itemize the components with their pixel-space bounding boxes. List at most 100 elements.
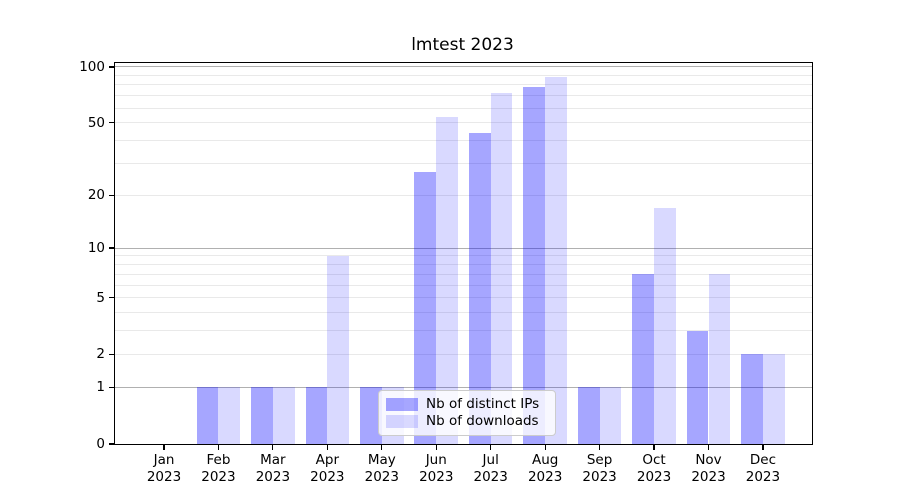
x-tick-label-month: May [367, 452, 396, 468]
gridline-minor [114, 284, 812, 286]
bar-nb-of-distinct-ips-nov [686, 330, 709, 444]
bar-nb-of-distinct-ips-jul [468, 133, 491, 444]
y-tick-mark [108, 386, 114, 388]
x-tick-label-month: Jul [482, 452, 499, 468]
bar-nb-of-downloads-feb [218, 387, 241, 444]
legend-swatch-downloads [386, 415, 418, 428]
gridline-minor [114, 312, 812, 313]
bar-nb-of-distinct-ips-dec [741, 354, 763, 444]
legend: Nb of distinct IPs Nb of downloads [378, 390, 556, 436]
bar-nb-of-downloads-apr [327, 255, 350, 444]
x-tick-mark [490, 445, 492, 450]
x-tick-mark [707, 445, 710, 450]
bar-nb-of-downloads-aug [545, 77, 567, 444]
x-tick-mark [326, 445, 328, 450]
gridline-major [114, 66, 812, 68]
x-tick-label-year: 2023 [419, 469, 454, 485]
gridline-minor [114, 353, 812, 355]
bar-nb-of-distinct-ips-aug [523, 87, 546, 444]
x-tick-label-year: 2023 [201, 469, 236, 485]
gridline-major [114, 247, 812, 249]
gridline-minor [114, 95, 812, 97]
legend-item-distinct-ips: Nb of distinct IPs [386, 396, 545, 413]
x-tick-mark [544, 445, 546, 450]
x-tick-label-year: 2023 [745, 469, 781, 485]
bar-nb-of-distinct-ips-may [360, 387, 382, 444]
x-tick-mark [381, 445, 383, 450]
chart-title: lmtest 2023 [411, 35, 514, 55]
legend-item-downloads: Nb of downloads [386, 413, 545, 430]
x-tick-label-month: Jan [153, 452, 175, 468]
gridline-major [114, 386, 812, 388]
y-tick-mark [108, 443, 114, 445]
bar-nb-of-downloads-nov [708, 274, 731, 444]
x-tick-label-month: Nov [695, 452, 722, 468]
gridline-minor [114, 263, 812, 265]
bar-nb-of-distinct-ips-feb [196, 387, 219, 444]
x-tick-label-month: Apr [315, 452, 340, 468]
y-tick-label: 5 [96, 289, 105, 306]
y-tick-mark [108, 297, 114, 299]
bar-nb-of-distinct-ips-apr [305, 387, 328, 444]
bar-nb-of-distinct-ips-mar [251, 387, 273, 444]
bar-nb-of-downloads-oct [654, 207, 676, 444]
bar-nb-of-distinct-ips-jun [414, 171, 437, 444]
x-tick-label-month: Dec [749, 452, 776, 468]
x-tick-mark [653, 445, 655, 450]
x-tick-label-year: 2023 [255, 469, 291, 485]
legend-label-downloads: Nb of downloads [426, 413, 539, 429]
x-tick-label-year: 2023 [527, 469, 563, 485]
gridline-minor [114, 297, 812, 299]
x-tick-mark [217, 445, 220, 450]
x-tick-mark [762, 445, 764, 450]
x-tick-mark [599, 445, 601, 450]
gridline-minor [114, 107, 812, 109]
y-tick-label: 20 [87, 187, 105, 204]
x-tick-label-month: Mar [260, 452, 286, 468]
gridline-minor [114, 194, 812, 196]
x-tick-label-month: Aug [531, 452, 559, 468]
y-tick-label: 10 [87, 240, 105, 257]
gridline-minor [114, 122, 812, 124]
bar-nb-of-downloads-dec [762, 354, 785, 444]
bar-nb-of-distinct-ips-sep [577, 387, 600, 444]
x-tick-label-year: 2023 [310, 469, 345, 485]
plot-area [113, 62, 813, 445]
bar-nb-of-downloads-sep [599, 387, 622, 444]
y-tick-label: 50 [87, 114, 105, 131]
x-tick-label-month: Sep [586, 452, 613, 468]
x-tick-label-month: Feb [206, 452, 231, 468]
y-tick-mark [108, 66, 114, 68]
y-tick-mark [108, 194, 114, 196]
gridline-minor [114, 255, 812, 257]
y-tick-mark [108, 122, 114, 124]
gridline-minor [114, 140, 812, 142]
y-tick-label: 0 [96, 436, 105, 452]
x-tick-label-year: 2023 [582, 469, 617, 485]
y-tick-label: 1 [96, 379, 105, 396]
x-tick-label-month: Oct [642, 452, 666, 468]
gridline-minor [114, 273, 812, 275]
x-tick-label-year: 2023 [146, 469, 182, 485]
legend-swatch-distinct-ips [386, 398, 418, 411]
x-tick-label-month: Jun [425, 452, 447, 468]
y-tick-mark [108, 353, 114, 355]
y-tick-mark [108, 247, 114, 249]
bar-nb-of-downloads-jun [436, 116, 459, 444]
x-tick-label-year: 2023 [636, 469, 672, 485]
y-tick-label: 2 [96, 346, 105, 363]
gridline-minor [114, 84, 812, 86]
x-tick-label-year: 2023 [364, 469, 399, 485]
bar-nb-of-downloads-mar [272, 387, 295, 444]
y-tick-label: 100 [79, 58, 105, 75]
gridline-minor [114, 162, 812, 164]
x-tick-label-year: 2023 [473, 469, 508, 485]
x-tick-mark [163, 445, 165, 450]
x-tick-mark [272, 445, 274, 450]
gridline-minor [114, 330, 812, 332]
legend-label-distinct-ips: Nb of distinct IPs [426, 396, 540, 412]
x-tick-label-year: 2023 [691, 469, 726, 485]
bar-nb-of-downloads-jul [490, 93, 513, 444]
x-tick-mark [435, 445, 437, 450]
